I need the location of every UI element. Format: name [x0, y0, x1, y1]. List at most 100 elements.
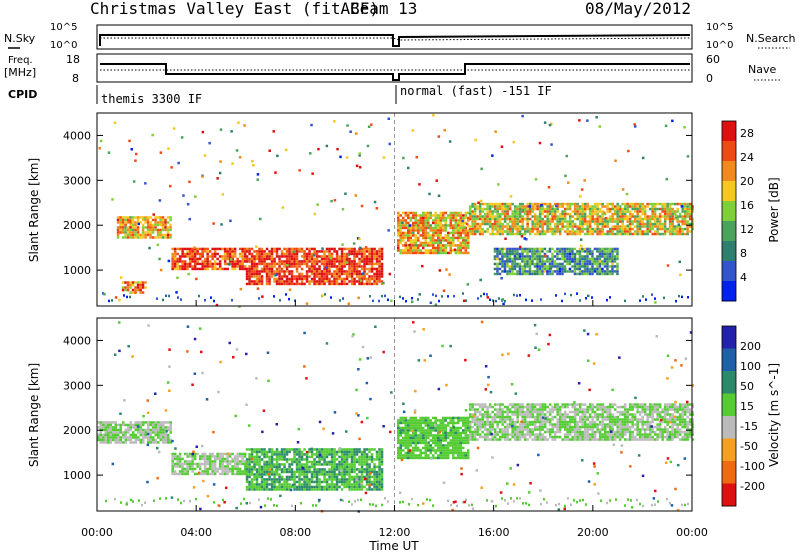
power-cell: [493, 267, 497, 271]
power-cell: [409, 239, 412, 242]
velocity-cell: [325, 463, 329, 466]
power-scatter-cell: [156, 243, 160, 247]
power-cell: [671, 207, 674, 211]
power-cell: [523, 272, 527, 276]
velocity-cell: [149, 436, 152, 439]
velocity-cell: [457, 451, 460, 455]
velocity-cell: [397, 441, 400, 445]
power-cell: [353, 280, 356, 283]
power-cell: [196, 250, 199, 253]
velocity-cell: [419, 449, 422, 452]
velocity-cell: [221, 455, 224, 458]
power-cell: [378, 260, 381, 263]
power-cell: [521, 220, 524, 223]
velocity-cell: [293, 478, 296, 481]
power-cell: [503, 220, 507, 223]
power-cell: [238, 252, 242, 256]
power-cell: [171, 265, 174, 268]
velocity-cell: [464, 441, 467, 445]
velocity-cell: [409, 451, 412, 455]
velocity-cell: [447, 451, 450, 455]
power-cell: [434, 239, 437, 242]
power-cell: [183, 260, 187, 263]
velocity-cell: [459, 446, 462, 450]
power-cell: [558, 205, 562, 208]
power-cell: [181, 250, 184, 253]
power-cell: [596, 247, 599, 251]
velocity-cell: [211, 452, 214, 456]
power-cell: [116, 226, 120, 229]
power-cell: [551, 220, 554, 223]
power-cell: [548, 205, 552, 208]
power-cell: [454, 219, 457, 222]
power-cell: [343, 272, 346, 276]
velocity-cell: [313, 488, 316, 491]
power-cell: [449, 216, 452, 220]
power-cell: [571, 265, 574, 268]
power-cell: [546, 270, 549, 273]
power-cell: [213, 262, 217, 266]
power-cell: [328, 250, 331, 253]
power-cell: [447, 231, 450, 235]
power-scatter-cell: [347, 302, 350, 305]
velocity-cell: [208, 455, 212, 458]
power-cell: [358, 277, 361, 281]
power-scatter-cell: [252, 164, 255, 167]
power-cell: [623, 205, 627, 208]
velocity-cell: [468, 403, 472, 406]
velocity-cell: [320, 455, 324, 459]
power-cell: [498, 220, 502, 223]
power-cell: [578, 225, 582, 228]
power-cell: [295, 262, 299, 266]
velocity-cell: [171, 460, 174, 463]
power-scatter-cell: [143, 217, 146, 221]
power-ground-scatter-cell: [465, 299, 467, 302]
power-cell: [526, 250, 529, 253]
power-cell: [548, 230, 552, 233]
velocity-cell: [454, 449, 457, 452]
velocity-cell: [360, 458, 364, 461]
power-cell: [631, 212, 634, 216]
velocity-cell: [152, 423, 155, 427]
power-cell: [513, 222, 517, 226]
power-cell: [676, 225, 679, 228]
power-cell: [419, 216, 422, 220]
power-cell: [208, 260, 212, 263]
power-cell: [196, 252, 199, 256]
power-cell: [588, 230, 592, 233]
power-cell: [363, 282, 366, 286]
power-cell: [496, 207, 499, 211]
velocity-cell: [452, 441, 455, 445]
velocity-cell: [290, 468, 294, 471]
power-cell: [576, 210, 579, 213]
velocity-cell: [328, 468, 331, 471]
velocity-cell: [419, 431, 422, 435]
power-cell: [467, 241, 470, 245]
power-cell: [506, 222, 509, 226]
power-cell: [360, 255, 364, 258]
velocity-cell: [467, 449, 470, 452]
power-cell: [616, 217, 619, 221]
velocity-cell: [139, 428, 142, 432]
velocity-cell: [467, 429, 470, 432]
power-cell: [345, 255, 349, 258]
velocity-cell: [434, 451, 437, 455]
power-cell: [558, 250, 562, 253]
power-cell: [691, 207, 694, 211]
velocity-cell: [407, 436, 410, 440]
power-cell: [378, 275, 381, 278]
power-cell: [488, 225, 492, 228]
power-cell: [315, 270, 319, 273]
power-cell: [459, 224, 462, 227]
velocity-cell: [218, 452, 222, 456]
power-cell: [686, 202, 689, 206]
velocity-cell: [437, 436, 440, 440]
power-cell: [476, 225, 479, 228]
power-cell: [298, 262, 301, 266]
power-cell: [375, 250, 379, 253]
power-cell: [631, 232, 634, 236]
velocity-cell: [117, 431, 120, 434]
power-cell: [338, 262, 341, 266]
power-cell: [501, 222, 504, 226]
velocity-cell: [355, 473, 359, 476]
